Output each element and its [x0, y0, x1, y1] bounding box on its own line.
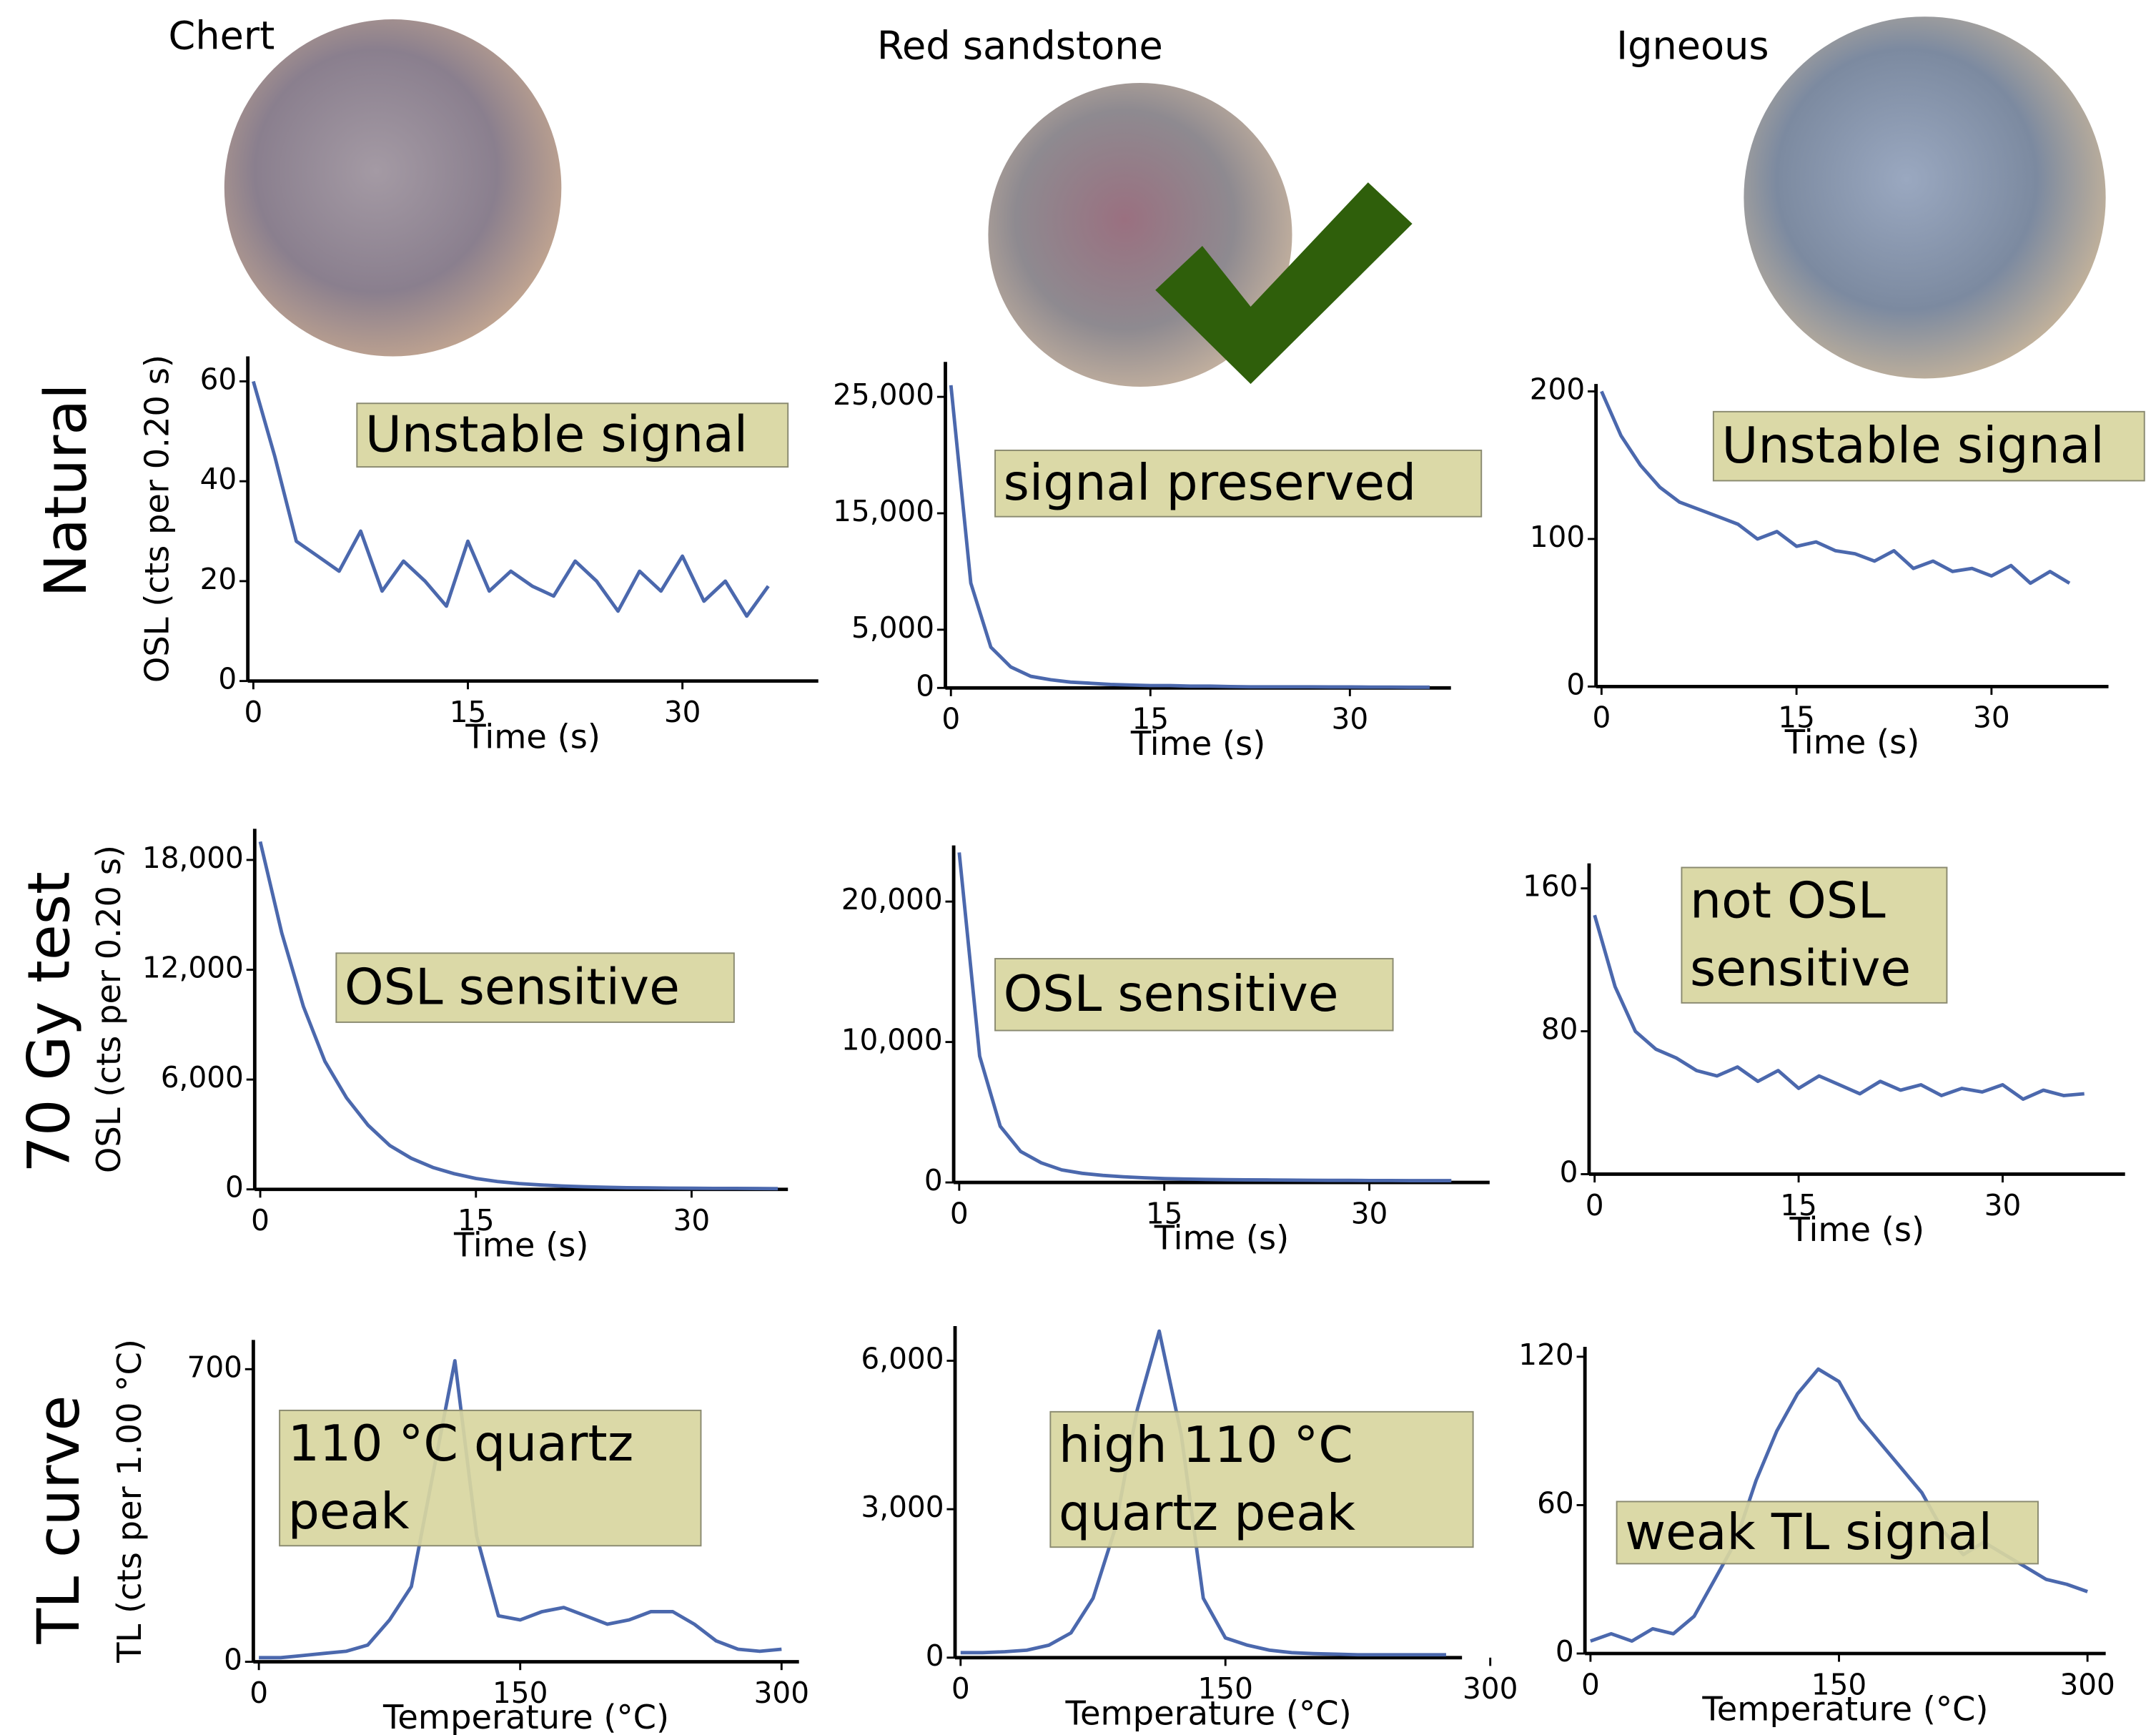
y-tick-label: 200 — [1530, 372, 1585, 407]
annotation: high 110 °C — [1059, 1416, 1353, 1474]
y-tick-label: 3,000 — [861, 1490, 944, 1524]
y-axis-label: OSL (cts per 0.20 s) — [89, 845, 128, 1173]
y-tick-label: 0 — [1560, 1155, 1578, 1189]
page: {"columns": ["Chert", "Red sandstone", "… — [0, 0, 2156, 1735]
igneous-photo — [1744, 16, 2105, 378]
row-title: Natural — [33, 383, 100, 597]
y-tick-label: 20,000 — [841, 882, 943, 916]
x-tick-label: 0 — [251, 1203, 270, 1237]
y-tick-label: 0 — [924, 1163, 943, 1197]
x-axis-label: Time (s) — [465, 717, 600, 756]
column-title: Igneous — [1616, 23, 1769, 68]
y-tick-label: 25,000 — [833, 377, 934, 412]
y-tick-label: 80 — [1541, 1012, 1578, 1047]
x-tick-label: 0 — [941, 702, 960, 736]
annotation: signal preserved — [1004, 454, 1417, 512]
x-tick-label: 0 — [249, 1676, 268, 1710]
x-axis-label: Time (s) — [1154, 1219, 1290, 1257]
x-tick-label: 300 — [2059, 1667, 2115, 1701]
x-axis-label: Time (s) — [1130, 724, 1266, 763]
annotation: Unstable signal — [1721, 417, 2104, 475]
y-tick-label: 6,000 — [861, 1341, 944, 1375]
y-tick-label: 0 — [1566, 667, 1585, 701]
column-title: Red sandstone — [877, 23, 1163, 68]
x-axis-label: Temperature (°C) — [1065, 1694, 1352, 1732]
y-tick-label: 6,000 — [161, 1060, 244, 1094]
x-tick-label: 30 — [1973, 701, 2010, 735]
y-tick-label: 100 — [1530, 520, 1585, 554]
y-tick-label: 120 — [1518, 1338, 1573, 1372]
x-tick-label: 30 — [1984, 1188, 2022, 1222]
y-tick-label: 40 — [200, 462, 237, 496]
x-tick-label: 0 — [1586, 1188, 1604, 1222]
x-tick-label: 0 — [244, 695, 262, 729]
y-tick-label: 0 — [224, 1643, 242, 1677]
chert-photo — [224, 19, 561, 356]
annotation: OSL sensitive — [345, 959, 680, 1017]
y-axis-label: OSL (cts per 0.20 s) — [138, 355, 177, 683]
x-axis-label: Temperature (°C) — [382, 1698, 669, 1735]
row-title: 70 Gy test — [16, 871, 84, 1173]
y-tick-label: 700 — [187, 1350, 242, 1384]
x-tick-label: 0 — [1581, 1667, 1600, 1701]
x-tick-label: 30 — [1351, 1196, 1388, 1230]
y-tick-label: 0 — [218, 662, 237, 696]
annotation: 110 °C quartz — [288, 1415, 634, 1473]
x-axis-label: Time (s) — [1789, 1210, 1925, 1249]
y-tick-label: 0 — [1556, 1634, 1574, 1669]
y-tick-label: 5,000 — [851, 611, 934, 645]
y-tick-label: 18,000 — [142, 841, 244, 875]
x-tick-label: 0 — [1592, 701, 1611, 735]
y-tick-label: 0 — [225, 1170, 244, 1205]
x-axis-label: Time (s) — [1784, 723, 1920, 761]
y-tick-label: 60 — [1537, 1486, 1574, 1520]
annotation: OSL sensitive — [1004, 965, 1339, 1023]
y-tick-label: 0 — [916, 668, 934, 703]
figure: Chert Red sandstone Igneous Natural 70 G… — [0, 0, 2156, 1735]
data-line — [951, 385, 1430, 687]
y-tick-label: 60 — [200, 362, 237, 396]
annotation: peak — [288, 1483, 410, 1541]
annotation: Unstable signal — [365, 406, 748, 464]
y-tick-label: 20 — [200, 562, 237, 596]
column-title: Chert — [169, 14, 275, 59]
x-tick-label: 30 — [1332, 702, 1369, 736]
y-tick-label: 10,000 — [841, 1023, 943, 1057]
y-tick-label: 0 — [926, 1638, 944, 1673]
x-axis-label: Time (s) — [453, 1225, 589, 1264]
y-axis-label: TL (cts per 1.00 °C) — [110, 1339, 149, 1664]
x-axis-label: Temperature (°C) — [1701, 1690, 1988, 1729]
row-title: TL curve — [26, 1395, 93, 1645]
annotation: sensitive — [1690, 939, 1911, 997]
y-tick-label: 15,000 — [833, 494, 934, 528]
x-tick-label: 300 — [1463, 1671, 1518, 1706]
x-tick-label: 300 — [754, 1676, 809, 1710]
x-tick-label: 0 — [951, 1671, 970, 1706]
annotation: weak TL signal — [1625, 1503, 1992, 1561]
x-tick-label: 30 — [673, 1203, 711, 1237]
annotation: quartz peak — [1059, 1484, 1356, 1542]
annotation: not OSL — [1690, 872, 1886, 930]
x-tick-label: 0 — [950, 1196, 969, 1230]
x-tick-label: 30 — [664, 695, 701, 729]
y-tick-label: 160 — [1523, 869, 1578, 904]
y-tick-label: 12,000 — [142, 951, 244, 985]
